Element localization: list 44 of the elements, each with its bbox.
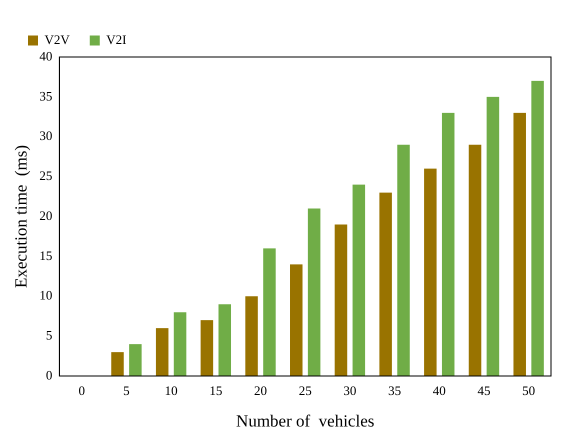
bar (200, 320, 214, 376)
bar (486, 96, 500, 376)
bar (334, 224, 348, 376)
x-tick-label: 35 (388, 383, 402, 398)
x-tick-label: 45 (477, 383, 490, 398)
bar (129, 344, 142, 376)
x-tick-label: 50 (522, 383, 536, 398)
bar (442, 112, 454, 376)
bar (424, 168, 437, 376)
x-tick-label: 20 (254, 383, 268, 398)
bar (245, 296, 258, 376)
x-tick-label: 30 (343, 383, 356, 398)
bar (174, 312, 186, 376)
x-axis-title: Number of vehicles (236, 411, 374, 430)
y-tick-label: 40 (39, 48, 52, 64)
y-tick-label: 30 (39, 128, 52, 144)
y-tick-label: 20 (39, 208, 52, 223)
y-tick-label: 25 (39, 168, 52, 184)
x-tick-label: 40 (432, 383, 446, 398)
legend-label: V2I (106, 32, 126, 47)
bar (263, 248, 276, 376)
bar (379, 192, 392, 376)
bar (308, 208, 320, 376)
y-tick-label: 35 (39, 88, 52, 104)
y-axis-title: Execution time (ms) (12, 144, 31, 288)
bar (468, 144, 482, 376)
bar (156, 328, 168, 376)
x-tick-label: 25 (298, 383, 312, 398)
bar (397, 144, 410, 376)
x-tick-label: 10 (164, 383, 178, 398)
x-tick-label: 5 (123, 383, 130, 398)
y-tick-label: 0 (46, 367, 52, 382)
bar (290, 264, 303, 376)
bar (513, 112, 526, 376)
x-tick-label: 0 (78, 383, 85, 398)
y-tick-label: 15 (39, 248, 52, 263)
bar (531, 80, 544, 376)
bar (218, 304, 232, 376)
y-tick-label: 10 (39, 288, 52, 303)
bar (111, 352, 124, 376)
x-tick-label: 15 (209, 383, 222, 398)
y-tick-label: 5 (46, 328, 52, 343)
bar (352, 184, 366, 376)
legend-label: V2V (44, 32, 70, 47)
